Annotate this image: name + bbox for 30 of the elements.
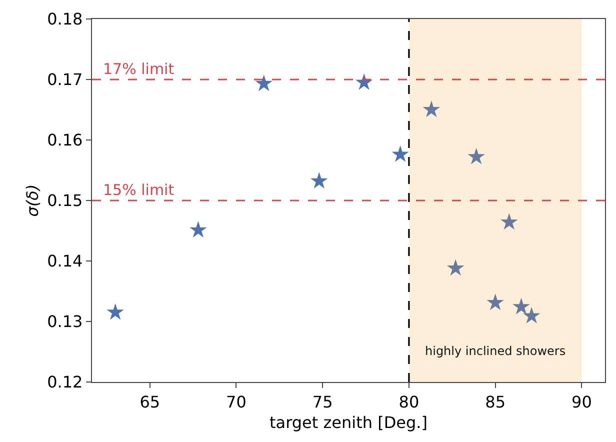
x-tick-label: 75 bbox=[312, 392, 333, 412]
y-tick-label: 0.12 bbox=[47, 372, 83, 392]
y-axis-title: σ(δ) bbox=[22, 184, 42, 217]
point bbox=[310, 172, 328, 188]
ref-line-label: 17% limit bbox=[103, 60, 174, 78]
point bbox=[468, 148, 485, 164]
x-axis-title: target zenith [Deg.] bbox=[270, 413, 428, 432]
band-label: highly inclined showers bbox=[425, 344, 566, 358]
ref-line-label: 15% limit bbox=[103, 181, 174, 199]
y-tick-label: 0.16 bbox=[47, 130, 83, 150]
y-tick-label: 0.13 bbox=[47, 312, 83, 332]
y-tick-label: 0.17 bbox=[47, 70, 83, 90]
point bbox=[255, 74, 273, 92]
x-tick-label: 85 bbox=[485, 392, 506, 412]
point bbox=[106, 303, 124, 320]
x-tick-label: 80 bbox=[398, 392, 420, 412]
y-tick-label: 0.14 bbox=[47, 252, 83, 271]
y-tick-label: 0.15 bbox=[47, 191, 83, 210]
point bbox=[522, 306, 540, 324]
point bbox=[512, 298, 530, 314]
point bbox=[500, 213, 518, 230]
x-tick-label: 70 bbox=[226, 392, 246, 412]
y-tick-label: 0.18 bbox=[47, 10, 83, 29]
x-tick-label: 65 bbox=[140, 392, 160, 412]
point bbox=[446, 259, 464, 276]
x-tick-label: 90 bbox=[572, 392, 592, 412]
point bbox=[486, 294, 504, 310]
point bbox=[190, 221, 207, 238]
point bbox=[422, 100, 440, 118]
point bbox=[392, 145, 409, 162]
